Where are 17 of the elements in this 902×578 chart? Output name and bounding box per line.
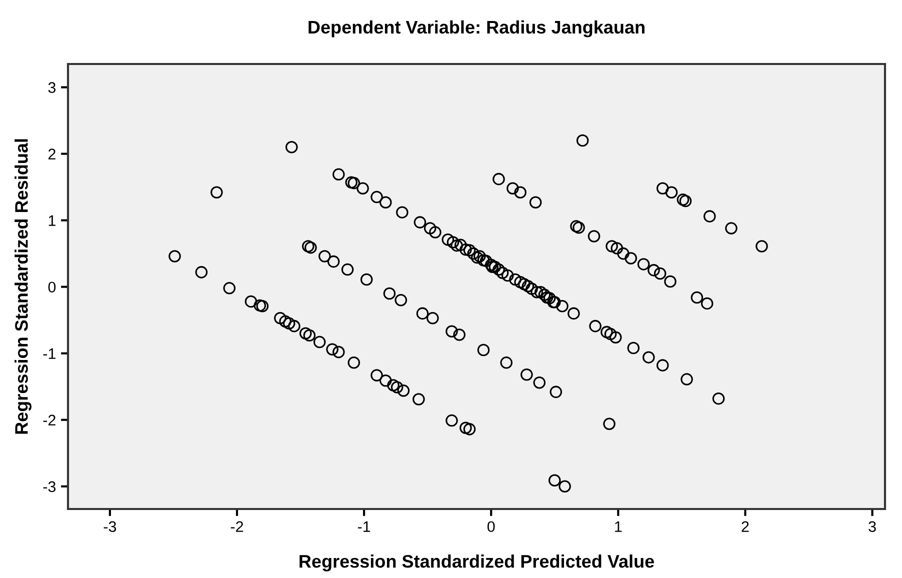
x-tick-label: 2 (742, 521, 749, 532)
chart-title: Dependent Variable: Radius Jangkauan (308, 20, 644, 38)
x-tick-label: -1 (358, 521, 370, 532)
y-tick-label: 0 (48, 282, 56, 293)
x-tick-label: 1 (615, 521, 622, 532)
y-tick-label: 1 (48, 215, 56, 226)
x-tick-label: -3 (104, 521, 116, 532)
y-axis-title: Regression Standardized Residual (14, 139, 32, 434)
x-tick-label: 0 (487, 521, 495, 532)
x-tick-label: -2 (230, 521, 244, 532)
x-axis-title: Regression Standardized Predicted Value (300, 554, 654, 572)
y-tick-label: -2 (43, 414, 56, 426)
y-tick-label: -1 (43, 348, 56, 359)
y-tick-label: 3 (48, 82, 56, 93)
x-tick-label: 3 (868, 521, 876, 532)
y-tick-label: 2 (48, 148, 56, 160)
y-tick-label: -3 (43, 481, 56, 492)
